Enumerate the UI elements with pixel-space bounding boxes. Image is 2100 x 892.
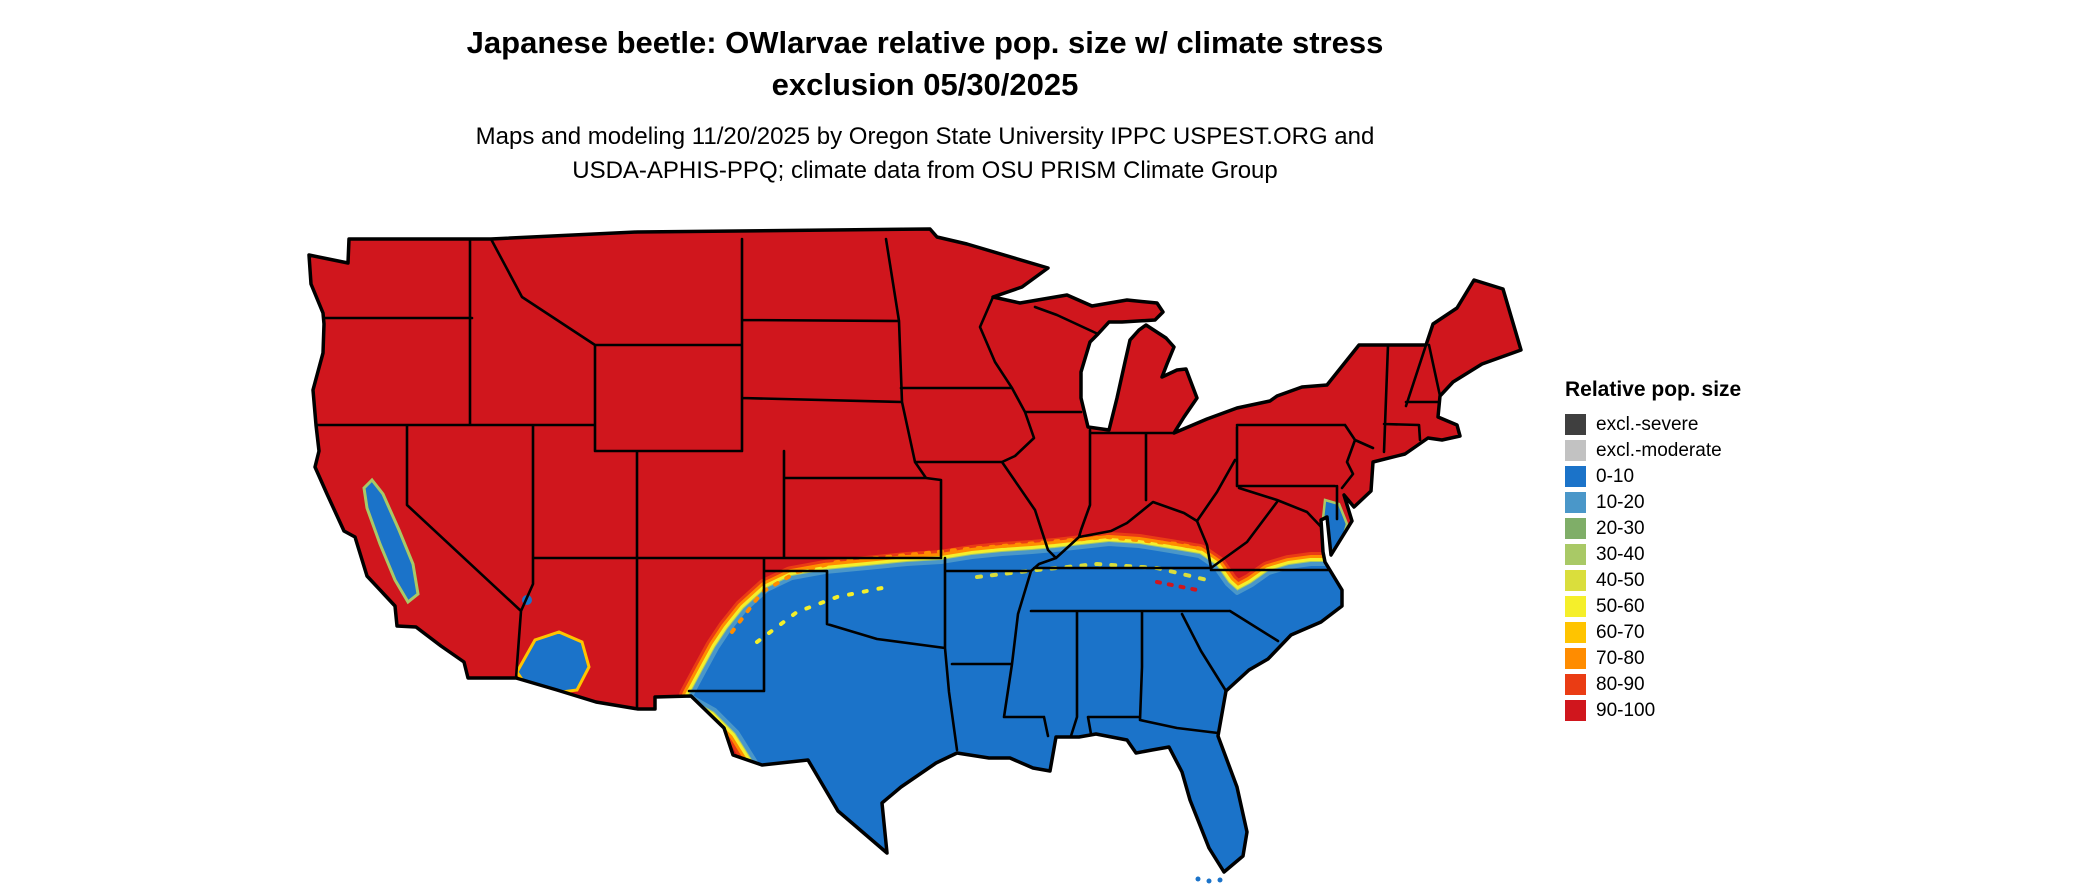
legend-swatch-r0_10 bbox=[1565, 466, 1586, 487]
transition-speckles bbox=[730, 534, 1209, 644]
florida-keys-dots bbox=[1195, 876, 1223, 884]
legend-row: excl.-severe bbox=[1565, 414, 1865, 435]
transition-band-inner bbox=[689, 542, 1333, 769]
legend-swatch-r40_50 bbox=[1565, 570, 1586, 591]
legend-row: 10-20 bbox=[1565, 492, 1865, 513]
map-subtitle-line1: Maps and modeling 11/20/2025 by Oregon S… bbox=[475, 123, 1375, 150]
legend-label: 70-80 bbox=[1596, 648, 1645, 669]
legend-label: 80-90 bbox=[1596, 674, 1645, 695]
legend-swatch-r60_70 bbox=[1565, 622, 1586, 643]
legend-row: 40-50 bbox=[1565, 570, 1865, 591]
legend-row: 20-30 bbox=[1565, 518, 1865, 539]
legend-label: 90-100 bbox=[1596, 700, 1656, 721]
legend-row: 50-60 bbox=[1565, 596, 1865, 617]
legend: Relative pop. size excl.-severe excl.-mod… bbox=[1565, 378, 1865, 726]
legend-row: 90-100 bbox=[1565, 700, 1865, 721]
legend-row: 70-80 bbox=[1565, 648, 1865, 669]
map-title: Japanese beetle: OWlarvae relative pop. … bbox=[320, 22, 1530, 106]
legend-row: 30-40 bbox=[1565, 544, 1865, 565]
legend-label: excl.-severe bbox=[1596, 414, 1699, 435]
legend-row: 0-10 bbox=[1565, 466, 1865, 487]
legend-swatch-r30_40 bbox=[1565, 544, 1586, 565]
region-north-90-100 bbox=[309, 229, 1521, 872]
us-outline bbox=[307, 227, 1523, 874]
legend-swatch-excl_severe bbox=[1565, 414, 1586, 435]
map-title-line1: Japanese beetle: OWlarvae relative pop. … bbox=[466, 25, 1384, 60]
legend-label: 0-10 bbox=[1596, 466, 1635, 487]
legend-row: 60-70 bbox=[1565, 622, 1865, 643]
legend-row: excl.-moderate bbox=[1565, 440, 1865, 461]
legend-swatch-r70_80 bbox=[1565, 648, 1586, 669]
legend-swatch-r90_100 bbox=[1565, 700, 1586, 721]
legend-label: 20-30 bbox=[1596, 518, 1645, 539]
central-valley-patch bbox=[362, 477, 420, 605]
legend-swatch-r50_60 bbox=[1565, 596, 1586, 617]
legend-swatch-r80_90 bbox=[1565, 674, 1586, 695]
legend-label: 40-50 bbox=[1596, 570, 1645, 591]
legend-title: Relative pop. size bbox=[1565, 378, 1742, 401]
legend-label: 50-60 bbox=[1596, 596, 1645, 617]
legend-swatch-excl_moderate bbox=[1565, 440, 1586, 461]
legend-label: 30-40 bbox=[1596, 544, 1645, 565]
legend-swatch-r10_20 bbox=[1565, 492, 1586, 513]
us-map-svg bbox=[307, 227, 1523, 884]
map-title-line2: exclusion 05/30/2025 bbox=[771, 67, 1079, 102]
legend-row: 80-90 bbox=[1565, 674, 1865, 695]
legend-label: 60-70 bbox=[1596, 622, 1645, 643]
us-map bbox=[277, 212, 1527, 892]
legend-swatch-r20_30 bbox=[1565, 518, 1586, 539]
legend-rows: excl.-severe excl.-moderate 0-10 10-20 20-30… bbox=[1565, 414, 1865, 721]
map-subtitle: Maps and modeling 11/20/2025 by Oregon S… bbox=[320, 120, 1530, 188]
legend-label: 10-20 bbox=[1596, 492, 1645, 513]
legend-label: excl.-moderate bbox=[1596, 440, 1722, 461]
state-borders bbox=[314, 237, 1442, 752]
map-subtitle-line2: USDA-APHIS-PPQ; climate data from OSU PR… bbox=[572, 157, 1278, 184]
